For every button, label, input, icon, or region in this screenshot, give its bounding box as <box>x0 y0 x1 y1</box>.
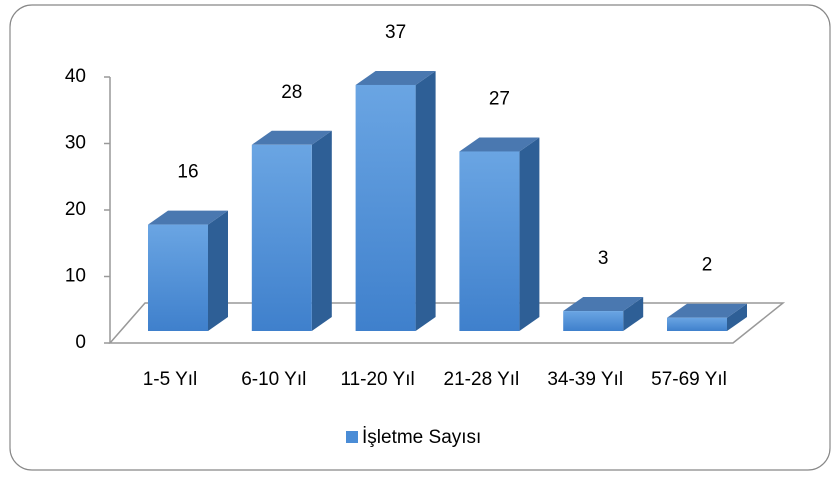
bar-top <box>563 297 644 312</box>
bar-top <box>148 210 228 225</box>
bar <box>251 144 312 331</box>
legend-swatch <box>346 431 358 443</box>
x-tick-label: 11-20 Yıl <box>340 369 414 390</box>
data-label: 2 <box>702 255 713 276</box>
bar <box>355 84 416 331</box>
x-tick-label: 57-69 Yıl <box>651 369 727 390</box>
y-tick-label: 40 <box>65 66 86 87</box>
x-tick-label: 21-28 Yıl <box>444 369 520 390</box>
data-label: 37 <box>385 22 406 43</box>
x-tick-label: 34-39 Yıl <box>547 369 623 390</box>
data-label: 16 <box>177 162 198 183</box>
x-tick-label: 1-5 Yıl <box>143 369 198 390</box>
y-tick-label: 0 <box>75 332 86 353</box>
bar-top <box>459 137 540 152</box>
bar-side <box>623 297 644 331</box>
bar-side <box>519 137 540 331</box>
data-label: 28 <box>281 82 302 103</box>
bar-side <box>415 70 436 331</box>
bar-side <box>208 210 228 331</box>
bar-top <box>667 303 747 318</box>
bar-side <box>727 303 747 331</box>
bar-side <box>311 130 332 331</box>
bar-top <box>251 130 332 145</box>
y-tick-label: 20 <box>65 199 86 220</box>
data-label: 3 <box>598 248 609 269</box>
bar <box>667 317 727 331</box>
bar <box>459 151 520 331</box>
y-tick-label: 30 <box>65 133 86 154</box>
y-tick-label: 10 <box>65 266 86 287</box>
legend-label: İşletme Sayısı <box>362 427 481 448</box>
floor <box>108 302 786 344</box>
bar-top <box>355 70 436 85</box>
data-label: 27 <box>489 88 510 109</box>
x-tick-label: 6-10 Yıl <box>241 369 306 390</box>
bar <box>148 224 208 331</box>
bar <box>563 311 624 331</box>
